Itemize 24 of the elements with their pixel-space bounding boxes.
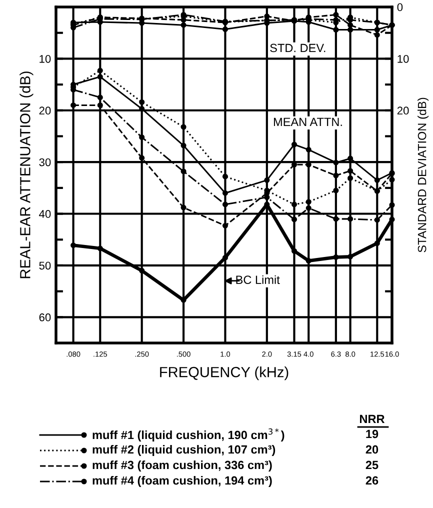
legend-label: muff #4 (foam cushion, 194 cm³) (92, 476, 272, 488)
y2-tick-label: 0 (397, 3, 403, 12)
y-tick-label: 30 (39, 158, 51, 166)
text: 19 (366, 430, 378, 438)
y-tick-label: 20 (39, 106, 51, 115)
text: 25 (366, 460, 378, 470)
legend-label: muff #1 (liquid cushion, 190 cm$^{3*}$) (92, 428, 284, 442)
y-tick-label: 60 (39, 313, 51, 322)
y-tick-label: 40 (39, 210, 51, 218)
annotation: MEAN ATTN. (274, 118, 342, 126)
y2-tick-label: 10 (398, 54, 409, 63)
y-tick-label: 50 (39, 262, 51, 270)
y-axis-title: REAL-EAR ATTENUATION (dB) (20, 72, 34, 278)
legend-label: muff #2 (liquid cushion, 107 cm³) (92, 444, 276, 456)
y2-axis-title: STANDARD DEVIATION (dB) (418, 98, 429, 252)
y2-tick-label: 20 (397, 106, 409, 115)
text: NRR (360, 414, 385, 424)
annotation: BC Limit (236, 275, 280, 284)
x-axis-title: FREQUENCY (kHz) (160, 366, 288, 380)
text: 20 (366, 445, 378, 454)
legend-label: muff #3 (foam cushion, 336 cm³) (92, 460, 272, 472)
y-tick-label: 10 (40, 54, 51, 63)
text: 26 (366, 476, 378, 485)
annotation: STD. DEV. (270, 44, 326, 52)
